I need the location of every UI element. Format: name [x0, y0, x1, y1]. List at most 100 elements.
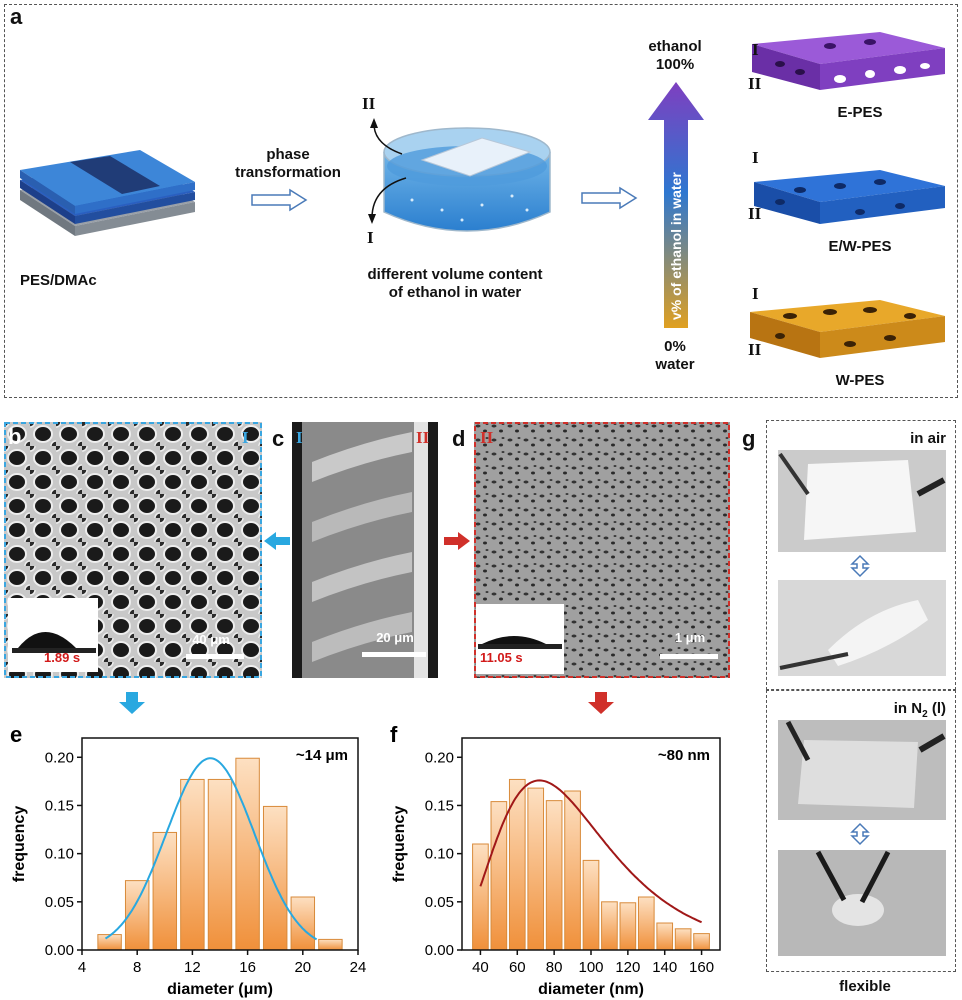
label-in-air: in air	[910, 430, 946, 447]
membrane-w-pes	[750, 300, 945, 358]
panel-c-letter: c	[272, 426, 285, 451]
ytick-label-f-1: 0.05	[425, 894, 454, 911]
ylabel-f: frequency	[391, 806, 408, 883]
xlabel-e: diameter (μm)	[167, 981, 273, 998]
arrow-top-percent: 100%	[655, 56, 695, 73]
panel-d-scale: 1 μm	[674, 630, 706, 645]
panel-e-letter: e	[10, 722, 22, 747]
ytick-label-e-0: 0.00	[45, 942, 74, 959]
panel-d-letter: d	[452, 426, 466, 451]
label-in-n2-pre: in N	[893, 700, 923, 717]
ytick-label-e-3: 0.15	[45, 797, 74, 814]
panel-b-corner: I	[242, 428, 249, 447]
fit-curve-f	[479, 779, 702, 924]
bar-e-2	[152, 831, 178, 951]
xlabel-f: diameter (nm)	[538, 981, 644, 998]
transformation-label: transformation	[235, 164, 341, 181]
w-pes-II: II	[748, 340, 762, 359]
e-pes-II: II	[748, 74, 762, 93]
histogram-e: e 4 8 12 16 20 24 0.00 0.05 0.10 0.15 0.20 diameter …	[10, 722, 367, 998]
bar-e-3	[180, 778, 205, 951]
pes-dmac-slab	[20, 150, 195, 236]
bar-e-7	[290, 896, 316, 951]
bath-label-I: I	[367, 228, 374, 247]
bar-e-5	[235, 757, 260, 951]
panel-c-corner-left: I	[296, 428, 303, 447]
ytick-label-f-4: 0.20	[425, 749, 454, 766]
fit-curve-e	[104, 757, 318, 941]
arrow-to-d	[444, 532, 470, 550]
e-pes-I: I	[752, 40, 759, 59]
panel-c-scale: 20 μm	[376, 630, 414, 645]
w-pes-I: I	[752, 284, 759, 303]
annotation-e: ~14 μm	[296, 747, 348, 764]
swap-arrow-icon-2	[850, 822, 870, 846]
xtick-label-e-0: 4	[78, 959, 86, 976]
photo-in-air-flat	[778, 450, 946, 552]
ytick-label-f-0: 0.00	[425, 942, 454, 959]
pes-dmac-label: PES/DMAc	[20, 272, 97, 289]
xtick-label-f-2: 80	[546, 959, 563, 976]
process-arrow-1	[251, 188, 308, 212]
bar-f-5	[564, 790, 581, 951]
panel-d-corner: II	[480, 428, 494, 447]
bar-f-6	[582, 859, 600, 951]
bar-f-9	[637, 896, 655, 951]
panel-f-letter: f	[390, 722, 398, 747]
xtick-label-e-1: 8	[133, 959, 141, 976]
plot-frame-e	[81, 737, 359, 951]
ytick-label-e-2: 0.10	[45, 846, 74, 863]
bar-f-8	[619, 902, 637, 951]
phase-label: phase	[266, 146, 310, 163]
xtick-label-f-5: 140	[652, 959, 677, 976]
bar-e-8	[318, 938, 343, 951]
panel-c-corner-right: II	[416, 428, 430, 447]
bar-f-1	[490, 801, 508, 951]
bath-label-line-2: of ethanol in water	[388, 284, 522, 301]
panel-b-letter: b	[8, 424, 22, 449]
panel-g-frame-bottom	[766, 690, 956, 972]
bar-f-3	[527, 787, 545, 951]
bar-f-7	[601, 901, 618, 951]
bar-e-6	[262, 805, 288, 951]
panel-b-scale: 40 μm	[192, 632, 230, 647]
ylabel-e: frequency	[11, 806, 28, 883]
sem-image-d	[474, 422, 730, 678]
xtick-label-f-3: 100	[578, 959, 603, 976]
w-pes-label: W-PES	[835, 372, 885, 389]
xtick-label-e-3: 16	[239, 959, 256, 976]
swap-arrow-icon	[850, 554, 870, 578]
sem-image-b	[4, 422, 262, 678]
panel-b-time: 1.89 s	[44, 650, 81, 665]
ew-pes-label: E/W-PES	[828, 238, 892, 255]
ytick-label-f-3: 0.15	[425, 797, 454, 814]
histogram-f: f 40 60 80 100 120 140 160 0.00 0.05 0.10 0.15 0.20 d…	[390, 722, 721, 998]
photo-in-air-bent	[778, 580, 946, 676]
membrane-ew-pes	[754, 170, 945, 224]
ytick-label-e-1: 0.05	[45, 894, 74, 911]
bar-f-10	[656, 922, 674, 951]
photo-in-n2-bent	[778, 850, 946, 956]
xtick-label-f-6: 160	[689, 959, 714, 976]
label-in-n2-post: (l)	[927, 700, 946, 717]
arrow-bottom-water: water	[655, 356, 695, 373]
arrow-axis-text: v% of ethanol in water	[668, 172, 684, 320]
ew-pes-I: I	[752, 148, 759, 167]
panel-a-letter: a	[10, 4, 23, 29]
annotation-f: ~80 nm	[658, 747, 710, 764]
panel-g-frame-top	[766, 420, 956, 690]
xtick-label-f-1: 60	[509, 959, 526, 976]
photo-in-n2-flat	[778, 720, 946, 820]
arrow-b-to-e	[119, 692, 145, 714]
xtick-label-e-2: 12	[184, 959, 201, 976]
sem-image-c	[292, 422, 438, 678]
bar-f-12	[693, 933, 710, 951]
bar-f-11	[674, 928, 692, 951]
ytick-label-f-2: 0.10	[425, 846, 454, 863]
ew-pes-II: II	[748, 204, 762, 223]
arrow-d-to-f	[588, 692, 614, 714]
membrane-e-pes	[752, 32, 945, 90]
xtick-label-e-5: 24	[350, 959, 367, 976]
xtick-label-f-4: 120	[615, 959, 640, 976]
arrow-top-ethanol: ethanol	[648, 38, 702, 55]
